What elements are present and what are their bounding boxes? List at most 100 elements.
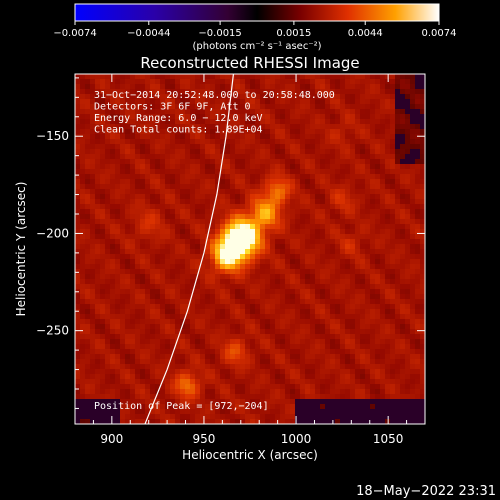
heatmap-cell xyxy=(185,254,190,259)
heatmap-cell xyxy=(230,184,235,189)
heatmap-cell xyxy=(190,404,195,409)
heatmap-cell xyxy=(330,264,335,269)
heatmap-cell xyxy=(135,119,140,124)
heatmap-cell xyxy=(200,199,205,204)
heatmap-cell xyxy=(230,199,235,204)
heatmap-cell xyxy=(105,219,110,224)
heatmap-cell xyxy=(275,224,280,229)
heatmap-cell xyxy=(105,369,110,374)
heatmap-cell xyxy=(320,84,325,89)
heatmap-cell xyxy=(280,94,285,99)
heatmap-cell xyxy=(250,154,255,159)
heatmap-cell xyxy=(200,229,205,234)
heatmap-cell xyxy=(355,149,360,154)
heatmap-cell xyxy=(260,224,265,229)
heatmap-cell xyxy=(210,79,215,84)
heatmap-cell xyxy=(115,164,120,169)
heatmap-cell xyxy=(310,399,315,404)
heatmap-cell xyxy=(390,79,395,84)
heatmap-cell xyxy=(390,234,395,239)
heatmap-cell xyxy=(415,264,420,269)
heatmap-cell xyxy=(390,219,395,224)
heatmap-cell xyxy=(385,154,390,159)
heatmap-cell xyxy=(325,229,330,234)
heatmap-cell xyxy=(175,414,180,419)
heatmap-cell xyxy=(80,99,85,104)
heatmap-cell xyxy=(260,369,265,374)
heatmap-cell xyxy=(215,319,220,324)
heatmap-cell xyxy=(230,274,235,279)
heatmap-cell xyxy=(75,344,80,349)
heatmap-cell xyxy=(320,299,325,304)
heatmap-cell xyxy=(165,139,170,144)
heatmap-cell xyxy=(105,129,110,134)
heatmap-cell xyxy=(275,219,280,224)
heatmap-cell xyxy=(390,344,395,349)
heatmap-cell xyxy=(295,284,300,289)
heatmap-cell xyxy=(105,289,110,294)
heatmap-cell xyxy=(95,179,100,184)
heatmap-cell xyxy=(240,269,245,274)
heatmap-cell xyxy=(255,299,260,304)
heatmap-cell xyxy=(80,344,85,349)
heatmap-cell xyxy=(175,289,180,294)
heatmap-cell xyxy=(175,109,180,114)
heatmap-cell xyxy=(75,264,80,269)
heatmap-cell xyxy=(150,379,155,384)
heatmap-cell xyxy=(400,314,405,319)
heatmap-cell xyxy=(235,294,240,299)
heatmap-cell xyxy=(235,309,240,314)
heatmap-cell xyxy=(120,249,125,254)
heatmap-cell xyxy=(185,119,190,124)
heatmap-cell xyxy=(195,149,200,154)
heatmap-cell xyxy=(390,154,395,159)
heatmap-cell xyxy=(145,129,150,134)
heatmap-cell xyxy=(320,399,325,404)
heatmap-cell xyxy=(360,404,365,409)
heatmap-cell xyxy=(225,274,230,279)
heatmap-cell xyxy=(320,319,325,324)
heatmap-cell xyxy=(270,264,275,269)
colorbar-ticks: −0.0074 −0.0044 −0.0015 0.0015 0.0044 0.0074 xyxy=(53,21,457,39)
heatmap-cell xyxy=(405,204,410,209)
heatmap-cell xyxy=(160,179,165,184)
heatmap-cell xyxy=(90,139,95,144)
heatmap-cell xyxy=(190,334,195,339)
heatmap-cell xyxy=(170,409,175,414)
heatmap-cell xyxy=(195,419,200,424)
heatmap-cell xyxy=(185,79,190,84)
heatmap-cell xyxy=(240,289,245,294)
heatmap-cell xyxy=(195,314,200,319)
heatmap-cell xyxy=(80,224,85,229)
heatmap-cell xyxy=(160,334,165,339)
heatmap-cell xyxy=(260,74,265,79)
heatmap-cell xyxy=(115,299,120,304)
heatmap-cell xyxy=(240,119,245,124)
heatmap-cell xyxy=(210,359,215,364)
heatmap-cell xyxy=(390,164,395,169)
heatmap-cell xyxy=(350,309,355,314)
heatmap-cell xyxy=(120,74,125,79)
heatmap-cell xyxy=(210,289,215,294)
heatmap-cell xyxy=(205,269,210,274)
heatmap-cell xyxy=(215,344,220,349)
heatmap-cell xyxy=(80,349,85,354)
heatmap-cell xyxy=(105,89,110,94)
heatmap-cell xyxy=(260,284,265,289)
heatmap-cell xyxy=(320,164,325,169)
heatmap-cell xyxy=(115,319,120,324)
heatmap-cell xyxy=(420,359,425,364)
heatmap-cell xyxy=(330,84,335,89)
heatmap-cell xyxy=(100,139,105,144)
heatmap-cell xyxy=(160,244,165,249)
heatmap-cell xyxy=(205,99,210,104)
heatmap-cell xyxy=(385,219,390,224)
heatmap-cell xyxy=(275,384,280,389)
heatmap-cell xyxy=(260,109,265,114)
heatmap-cell xyxy=(205,264,210,269)
heatmap-cell xyxy=(220,264,225,269)
heatmap-cell xyxy=(405,114,410,119)
heatmap-cell xyxy=(420,119,425,124)
heatmap-cell xyxy=(215,74,220,79)
heatmap-cell xyxy=(320,104,325,109)
